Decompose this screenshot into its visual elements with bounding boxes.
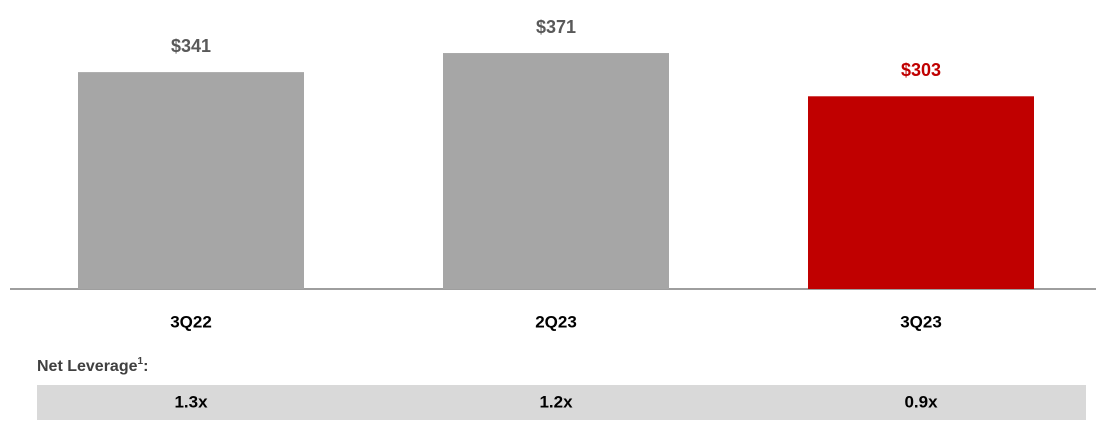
value-label: $303 <box>901 60 941 80</box>
leverage-band <box>37 385 1086 420</box>
leverage-value: 1.3x <box>174 392 208 411</box>
value-label: $341 <box>171 36 211 56</box>
x-tick-label: 3Q23 <box>900 312 942 331</box>
x-tick-label: 2Q23 <box>535 312 577 331</box>
leverage-label: Net Leverage <box>37 358 138 375</box>
x-tick-label: 3Q22 <box>170 312 212 331</box>
footnote: 1 <box>138 356 144 367</box>
suffix: : <box>143 358 148 375</box>
bar <box>443 53 669 289</box>
leverage-title: Net Leverage1: <box>37 356 148 376</box>
leverage-value: 1.2x <box>539 392 573 411</box>
bar <box>78 72 304 290</box>
bar <box>808 96 1034 290</box>
leverage-value: 0.9x <box>904 392 938 411</box>
value-label: $371 <box>536 17 576 37</box>
